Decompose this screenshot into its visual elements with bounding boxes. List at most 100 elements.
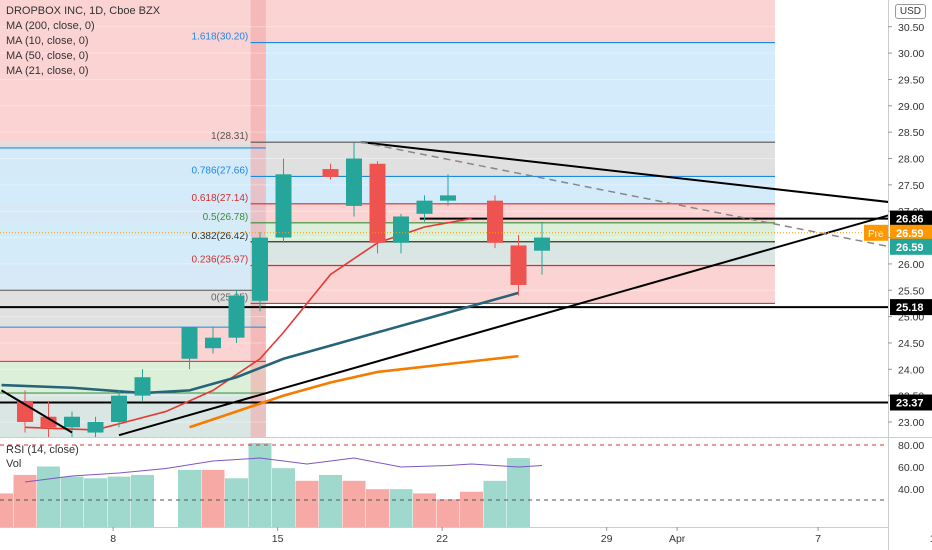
trendline bbox=[0, 389, 73, 434]
candle[interactable] bbox=[181, 327, 198, 370]
price-tick-label: 27.50 bbox=[898, 180, 924, 192]
candle[interactable] bbox=[275, 158, 292, 243]
candle-body bbox=[228, 295, 245, 338]
price-tick-label: 28.50 bbox=[898, 127, 924, 139]
trendline bbox=[360, 141, 888, 248]
volume-bar bbox=[201, 469, 225, 527]
candle[interactable] bbox=[510, 234, 527, 296]
price-tick-label: 23.00 bbox=[898, 417, 924, 429]
candle-body bbox=[487, 200, 503, 243]
indicator-ma-21[interactable]: MA (21, close, 0) bbox=[6, 65, 89, 77]
candle-body bbox=[416, 200, 433, 214]
candle[interactable] bbox=[346, 142, 362, 217]
fib-label: 0.382(26.42) bbox=[192, 231, 249, 242]
volume-bar bbox=[342, 480, 366, 527]
price-badge[interactable]: 26.86 bbox=[890, 210, 932, 227]
candle[interactable] bbox=[40, 400, 57, 443]
price-tick-label: 30.00 bbox=[898, 48, 924, 60]
candle-body bbox=[87, 422, 104, 433]
zone-blue-upper bbox=[265, 42, 775, 143]
price-badge[interactable]: 26.59 bbox=[890, 238, 932, 255]
price-badge-bg bbox=[890, 224, 932, 241]
price-tick-label: 25.50 bbox=[898, 285, 924, 297]
time-tick-label: 15 bbox=[272, 533, 284, 545]
candle[interactable] bbox=[87, 416, 104, 449]
price-badge-value: 25.18 bbox=[896, 302, 924, 314]
candle-body bbox=[534, 237, 550, 251]
price-badge-bg bbox=[890, 394, 932, 411]
zone-left-red bbox=[0, 42, 266, 143]
rsi-tick-label: 60.00 bbox=[898, 462, 924, 474]
volume-bar bbox=[178, 469, 201, 527]
volume-bar bbox=[0, 493, 13, 527]
time-axis: 8152229Apr712192 bbox=[110, 527, 932, 545]
volume-bar bbox=[131, 474, 154, 527]
candle-body bbox=[205, 337, 221, 349]
fib-label: 0.786(27.66) bbox=[192, 165, 249, 176]
volume-bar bbox=[37, 466, 60, 527]
price-badge[interactable]: 25.18 bbox=[890, 299, 932, 316]
fib-label: 0.618(27.14) bbox=[192, 193, 249, 204]
price-tick-label: 26.00 bbox=[898, 259, 924, 271]
chart-legend: DROPBOX INC, 1D, Cboe BZX MA (200, close… bbox=[6, 4, 160, 79]
candle-body bbox=[275, 174, 292, 238]
volume-bar bbox=[295, 480, 319, 527]
candle[interactable] bbox=[134, 369, 151, 401]
symbol-title[interactable]: DROPBOX INC, 1D, Cboe BZX bbox=[6, 5, 161, 17]
rsi-tick-label: 80.00 bbox=[898, 440, 924, 452]
candle[interactable] bbox=[228, 290, 245, 343]
volume-bar bbox=[389, 489, 413, 527]
highlight-column bbox=[250, 0, 266, 437]
indicator-ma-200[interactable]: MA (200, close, 0) bbox=[6, 20, 95, 32]
indicator-ma-50[interactable]: MA (50, close, 0) bbox=[6, 50, 89, 62]
candle-body bbox=[252, 237, 268, 301]
candle[interactable] bbox=[487, 195, 503, 249]
zone-left-grey bbox=[0, 290, 266, 328]
price-tick-label: 29.00 bbox=[898, 101, 924, 113]
time-tick-label: 7 bbox=[815, 533, 821, 545]
fib-label: 0.236(25.97) bbox=[192, 254, 249, 265]
volume-title[interactable]: Vol bbox=[6, 458, 22, 470]
volume-bar bbox=[107, 476, 131, 527]
candle[interactable] bbox=[64, 411, 80, 437]
rsi-title[interactable]: RSI (14, close) bbox=[6, 444, 79, 456]
candle-body bbox=[346, 158, 362, 206]
price-badge-bg bbox=[890, 238, 932, 255]
candle[interactable] bbox=[440, 174, 456, 206]
price-badge-value: 26.86 bbox=[896, 214, 924, 226]
price-badge-value: 26.59 bbox=[896, 228, 924, 240]
volume-bar bbox=[225, 478, 248, 527]
price-badge[interactable]: 23.37 bbox=[890, 394, 932, 411]
zone-left-green bbox=[0, 361, 266, 394]
volume-bar bbox=[84, 478, 107, 527]
candle[interactable] bbox=[205, 327, 221, 354]
volume-bar bbox=[13, 474, 37, 527]
fib-label: 0.5(26.78) bbox=[203, 212, 249, 223]
candle-body bbox=[40, 416, 57, 428]
candle[interactable] bbox=[534, 221, 550, 275]
time-tick-label: 22 bbox=[436, 533, 448, 545]
candle[interactable] bbox=[393, 213, 409, 254]
indicator-ma-10[interactable]: MA (10, close, 0) bbox=[6, 35, 89, 47]
candle[interactable] bbox=[369, 161, 386, 254]
candle[interactable] bbox=[252, 232, 268, 312]
candle[interactable] bbox=[416, 195, 433, 222]
price-badge[interactable]: 26.59 Pre bbox=[864, 224, 932, 241]
currency-badge[interactable]: USD bbox=[894, 4, 926, 19]
candle-body bbox=[440, 195, 456, 201]
volume-bar bbox=[319, 474, 342, 527]
price-tick-label: 30.50 bbox=[898, 22, 924, 34]
candle[interactable] bbox=[322, 163, 339, 180]
candle-body bbox=[64, 416, 80, 428]
fib-label: 1.618(30.20) bbox=[192, 32, 249, 43]
volume-bar bbox=[248, 443, 272, 527]
volume-bar bbox=[366, 489, 389, 527]
pre-market-tag: Pre bbox=[868, 229, 884, 240]
rsi-line bbox=[24, 457, 543, 483]
price-badge-value: 26.59 bbox=[896, 242, 924, 254]
candle-body bbox=[510, 245, 527, 285]
price-badge-bg bbox=[890, 210, 932, 227]
candle[interactable] bbox=[111, 390, 127, 428]
main-pane: 1.618(30.20) 1(28.31) 0.786(27.66) 0.618(27… bbox=[0, 0, 888, 449]
